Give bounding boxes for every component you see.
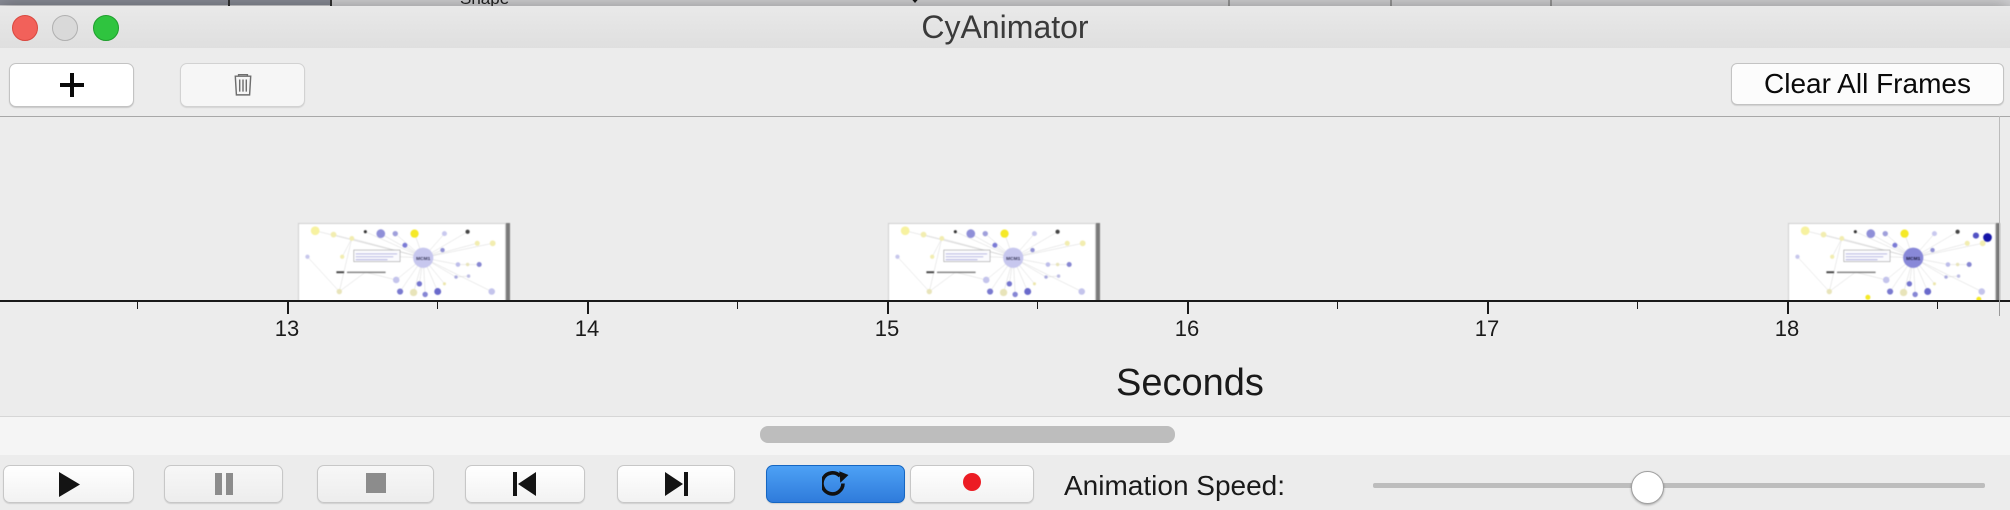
svg-text:MCM1: MCM1 — [416, 256, 430, 262]
svg-text:MCM1: MCM1 — [1906, 256, 1920, 262]
svg-text:MCM1: MCM1 — [1006, 256, 1020, 262]
